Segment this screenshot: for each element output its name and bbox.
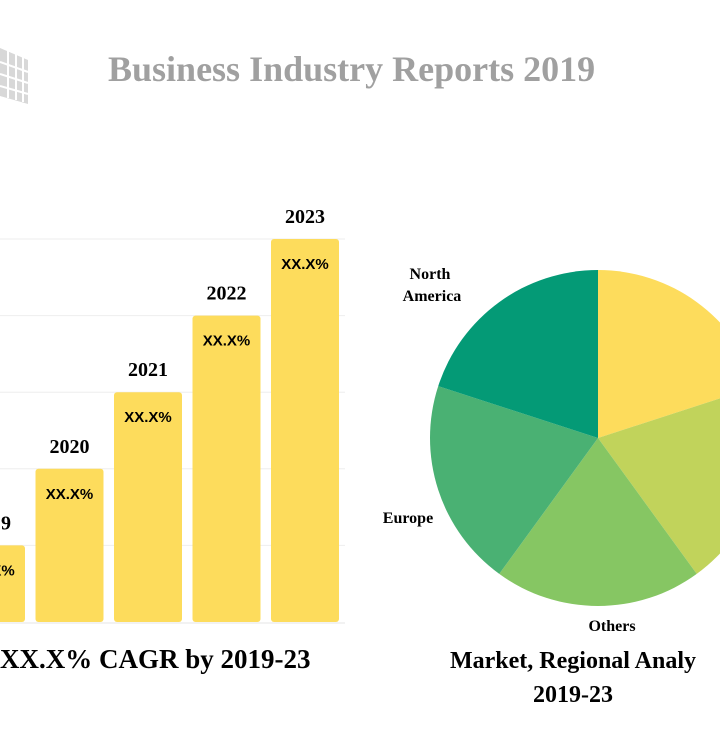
pie-slice-slice-1 [598,398,720,574]
bar-2019 [0,545,25,622]
bar-year-label: 2022 [207,283,247,305]
pie-subtitle: 2019-23 [533,682,613,708]
label-europe: Europe [383,510,433,527]
pie-slice-slice-0 [598,270,720,438]
bar-data-label: XX.X% [46,486,94,503]
cagr-caption: XX.X% CAGR by 2019-23 [0,644,311,674]
bar-2020 [35,468,104,622]
bar-data-label: XX.X% [124,409,172,426]
bar-data-label: XX.X% [281,256,329,273]
bar-year-label: 2019 [0,512,11,534]
bar-2021 [114,392,182,622]
label-others: Others [588,618,635,635]
bar-data-label: XX.X% [203,333,251,350]
label-north-america-line1: North [410,266,451,283]
pie-slice-others [499,438,697,606]
label-north-america-line2: America [403,288,462,305]
bar-year-label: 2021 [128,359,168,381]
bar-year-label: 2023 [285,206,325,228]
bar-year-label: 2020 [50,436,90,458]
bar-2022 [192,315,261,622]
logo-icon [0,38,30,115]
pie-chart: North America Europe Others [383,266,720,635]
bar-data-label: XX.X% [0,562,15,579]
pie-title-text: Market, Regional Analy [450,648,696,674]
pie-slice-europe [430,386,598,574]
bar-2023 [271,239,339,622]
pie-slice-north-america [438,270,598,438]
page-title: Business Industry Reports 2019 [108,49,596,89]
bar-chart: 2019 XX.X% 2020 XX.X% 2021 XX.X% 2022 XX.X% 2023… [0,206,345,624]
pie-title: Market, Regional Analy 2019-23 [428,644,718,712]
